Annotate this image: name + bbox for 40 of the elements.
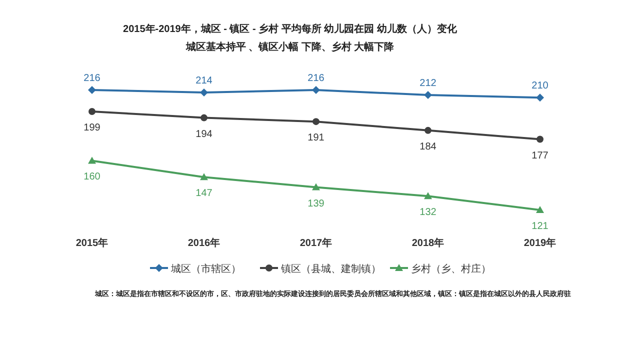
point (424, 91, 432, 100)
legend-label: 乡村（乡、村庄） (411, 263, 491, 275)
data-label: 184 (420, 141, 437, 152)
chart-subtitle: 城区基本持平 、镇区小幅 下降、乡村 大幅下降 (184, 41, 396, 53)
data-label: 194 (196, 128, 213, 140)
point (200, 88, 208, 97)
data-label: 199 (84, 122, 101, 134)
point (312, 118, 320, 126)
data-label: 147 (196, 188, 213, 200)
legend-label: 镇区（县城、建制镇） (280, 263, 381, 275)
point (88, 156, 96, 164)
data-label: 132 (420, 207, 437, 218)
x-tick-label: 2016年 (188, 237, 220, 249)
data-label: 212 (420, 78, 437, 90)
chart-title: 2015年-2019年，城区 - 镇区 - 乡村 平均每所 幼儿园在园 幼儿数（人）变化 (123, 23, 458, 35)
point (536, 206, 544, 213)
point (536, 136, 544, 143)
x-tick-label: 2018年 (412, 237, 444, 249)
point (88, 108, 96, 115)
point (312, 86, 320, 94)
point (312, 183, 320, 190)
x-tick-label: 2017年 (300, 237, 332, 249)
data-label: 139 (308, 198, 325, 210)
point (424, 126, 432, 134)
point (200, 173, 208, 180)
data-label: 214 (196, 76, 213, 87)
data-label: 191 (308, 132, 325, 144)
x-tick-label: 2015年 (76, 237, 108, 249)
data-label: 177 (532, 150, 549, 162)
point (200, 114, 208, 122)
data-label: 216 (308, 73, 325, 84)
point (536, 94, 544, 102)
point (88, 86, 96, 94)
x-tick-label: 2019年 (524, 237, 556, 249)
data-label: 160 (84, 172, 101, 183)
point (424, 192, 432, 200)
data-label: 216 (84, 73, 101, 84)
data-label: 210 (532, 80, 549, 92)
data-label: 121 (532, 221, 549, 232)
legend-label: 城区（市辖区） (170, 263, 241, 275)
